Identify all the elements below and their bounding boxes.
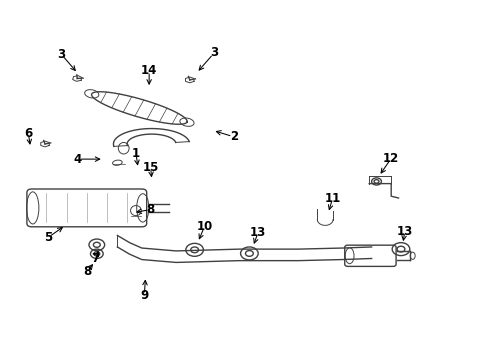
Text: 11: 11 bbox=[324, 192, 340, 205]
Text: 3: 3 bbox=[210, 46, 218, 59]
Text: 14: 14 bbox=[141, 64, 157, 77]
Text: 10: 10 bbox=[196, 220, 212, 233]
Text: 12: 12 bbox=[382, 152, 399, 165]
Text: 13: 13 bbox=[249, 226, 266, 239]
Text: 8: 8 bbox=[83, 265, 91, 278]
Text: 5: 5 bbox=[44, 231, 52, 244]
Text: 15: 15 bbox=[142, 161, 159, 174]
Text: 3: 3 bbox=[57, 48, 65, 60]
Text: 8: 8 bbox=[146, 203, 154, 216]
Text: 2: 2 bbox=[229, 130, 237, 143]
Text: 6: 6 bbox=[24, 127, 32, 140]
Text: 1: 1 bbox=[132, 147, 140, 159]
Text: 9: 9 bbox=[140, 289, 148, 302]
Text: 13: 13 bbox=[396, 225, 412, 238]
Text: 4: 4 bbox=[73, 153, 81, 166]
Text: 7: 7 bbox=[91, 252, 99, 265]
